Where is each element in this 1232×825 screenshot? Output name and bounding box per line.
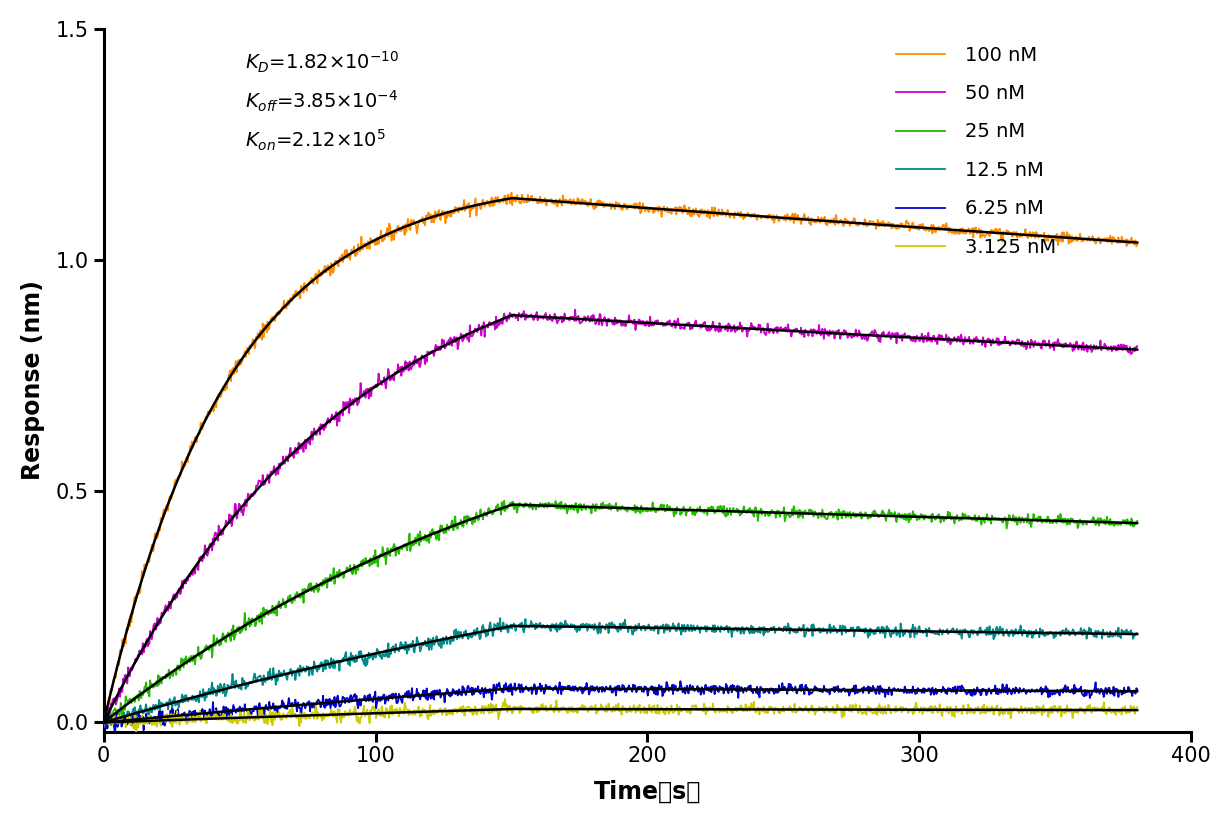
Line: 50 nM: 50 nM (103, 309, 1137, 728)
3.125 nM (812, 705, 827, 715)
100 nM (513, 198, 527, 208)
3.125 nM (498, 694, 513, 704)
3.125 nM (102, 719, 117, 729)
25 nM (791, 512, 806, 521)
Legend: 100 nM, 50 nM, 25 nM, 12.5 nM, 6.25 nM, 3.125 nM: 100 nM, 50 nM, 25 nM, 12.5 nM, 6.25 nM, … (897, 45, 1056, 257)
6.25 nM (102, 719, 117, 728)
3.125 nM (129, 727, 144, 737)
100 nM (712, 209, 727, 219)
100 nM (509, 197, 524, 207)
Line: 3.125 nM: 3.125 nM (103, 699, 1137, 732)
25 nM (96, 714, 111, 724)
12.5 nM (103, 712, 118, 722)
3.125 nM (96, 717, 111, 727)
50 nM (791, 326, 806, 336)
12.5 nM (493, 613, 508, 623)
100 nM (97, 716, 112, 726)
100 nM (96, 711, 111, 721)
Line: 12.5 nM: 12.5 nM (103, 618, 1137, 728)
100 nM (812, 218, 827, 228)
25 nM (812, 508, 827, 518)
100 nM (504, 187, 519, 197)
50 nM (568, 304, 583, 314)
Line: 100 nM: 100 nM (103, 192, 1137, 721)
6.25 nM (812, 686, 827, 696)
3.125 nM (513, 708, 527, 718)
12.5 nM (1130, 629, 1145, 639)
50 nM (1130, 342, 1145, 351)
25 nM (496, 496, 511, 506)
12.5 nM (513, 622, 527, 632)
Line: 6.25 nM: 6.25 nM (103, 681, 1137, 733)
3.125 nM (1130, 702, 1145, 712)
50 nM (812, 328, 827, 338)
12.5 nM (509, 626, 524, 636)
50 nM (508, 309, 522, 319)
12.5 nM (100, 724, 115, 733)
50 nM (712, 318, 727, 328)
3.125 nM (509, 702, 524, 712)
25 nM (509, 499, 524, 509)
12.5 nM (791, 627, 806, 637)
100 nM (103, 685, 118, 695)
12.5 nM (96, 714, 111, 724)
Text: $K_D$=1.82×10$^{-10}$
$K_{off}$=3.85×10$^{-4}$
$K_{on}$=2.12×10$^{5}$: $K_D$=1.82×10$^{-10}$ $K_{off}$=3.85×10$… (245, 50, 399, 153)
6.25 nM (791, 685, 806, 695)
3.125 nM (791, 705, 806, 715)
12.5 nM (712, 625, 727, 635)
100 nM (1130, 239, 1145, 249)
6.25 nM (508, 678, 522, 688)
6.25 nM (1130, 685, 1145, 695)
Y-axis label: Response (nm): Response (nm) (21, 280, 44, 480)
25 nM (1130, 516, 1145, 526)
X-axis label: Time（s）: Time（s） (594, 780, 701, 804)
100 nM (791, 210, 806, 220)
25 nM (97, 719, 112, 728)
25 nM (103, 709, 118, 719)
50 nM (97, 723, 112, 733)
50 nM (103, 699, 118, 709)
25 nM (712, 503, 727, 513)
6.25 nM (511, 679, 526, 689)
25 nM (513, 498, 527, 508)
6.25 nM (673, 676, 687, 686)
Line: 25 nM: 25 nM (103, 501, 1137, 724)
12.5 nM (812, 628, 827, 638)
50 nM (511, 308, 526, 318)
50 nM (96, 714, 111, 724)
3.125 nM (712, 707, 727, 717)
6.25 nM (107, 728, 122, 738)
6.25 nM (712, 681, 727, 691)
6.25 nM (96, 718, 111, 728)
